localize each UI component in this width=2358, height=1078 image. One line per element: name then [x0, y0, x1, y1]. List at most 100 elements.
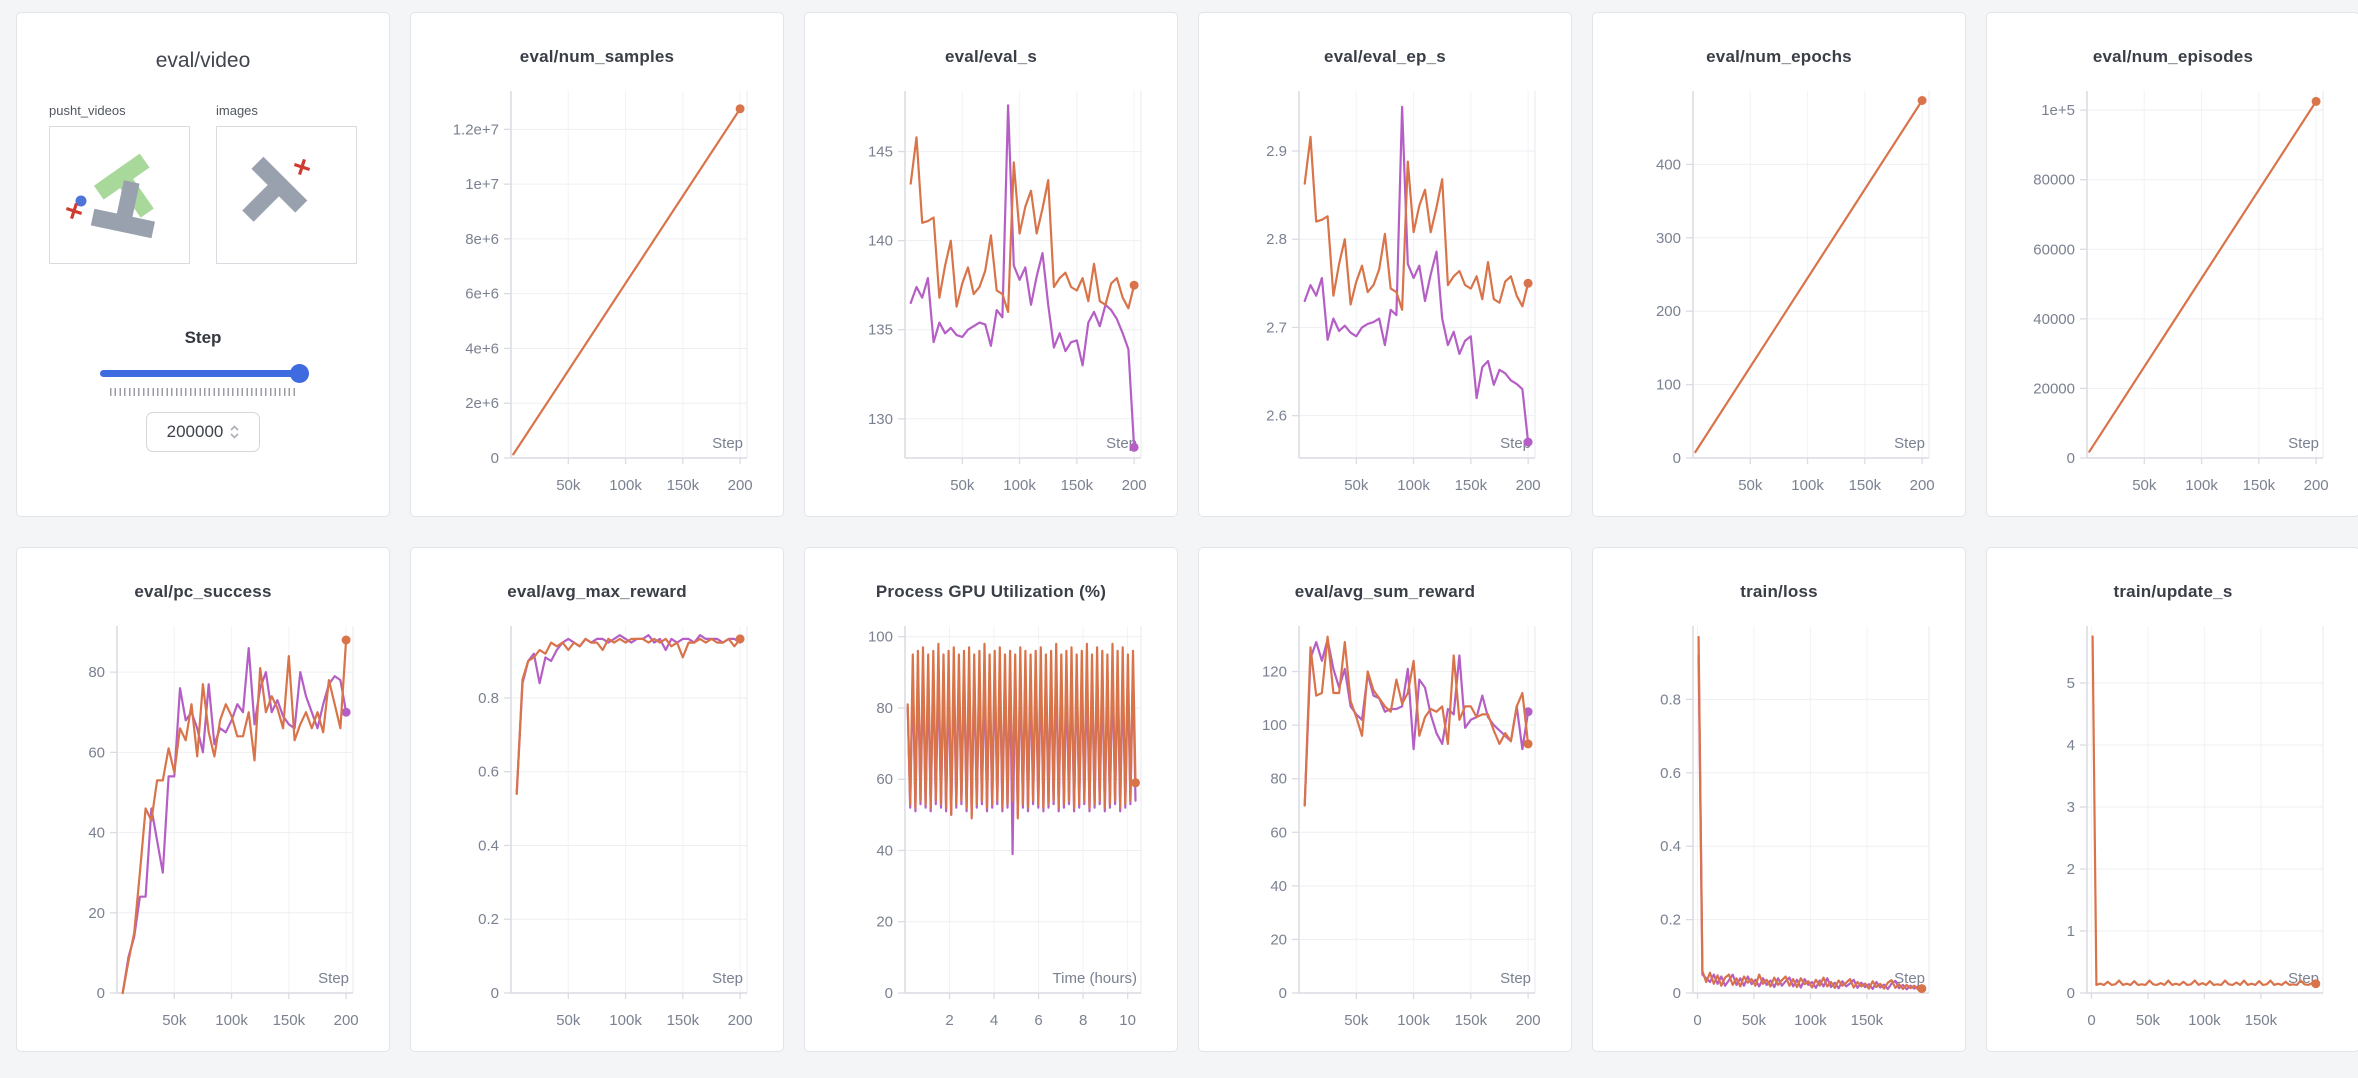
x-tick-label: 200: [334, 1012, 359, 1029]
y-tick-label: 0.2: [1660, 912, 1681, 929]
x-tick-label: 0: [2087, 1012, 2095, 1029]
x-axis-title: Step: [1894, 970, 1925, 987]
series-line-purple: [515, 634, 742, 795]
chevron-down-icon[interactable]: [230, 433, 239, 439]
y-tick-label: 0: [1279, 985, 1287, 1002]
panel-train-loss[interactable]: train/loss 0 50k 100k 150k 0 0.2 0.4 0.6 0.8 Step: [1592, 547, 1966, 1052]
panel-process-gpu-utilization-[interactable]: Process GPU Utilization (%) 2 4 6 8 10 0 20 40 60…: [804, 547, 1178, 1052]
panel-eval-avg-sum-reward[interactable]: eval/avg_sum_reward 50k 100k 150k 200 0 20 40 60…: [1198, 547, 1572, 1052]
x-tick-label: 100k: [609, 1012, 642, 1029]
y-tick-label: 2.8: [1266, 231, 1287, 248]
series-line-orange: [2088, 100, 2318, 453]
panel-eval-eval-s[interactable]: eval/eval_s 50k 100k 150k 200 130 135 140 145 Ste…: [804, 12, 1178, 517]
y-tick-label: 100: [1656, 377, 1681, 394]
y-tick-label: 1.2e+7: [453, 121, 499, 138]
chart-canvas[interactable]: 50k 100k 150k 200 0 20 40 60 80 100 120 Step: [1199, 608, 1571, 1043]
panel-eval-num-samples[interactable]: eval/num_samples 50k 100k 150k 200 0 2e+6 4e+6 6…: [410, 12, 784, 517]
x-tick-label: 6: [1034, 1012, 1042, 1029]
x-tick-label: 50k: [1344, 477, 1369, 494]
panel-title: eval/eval_s: [944, 47, 1037, 66]
y-tick-label: 300: [1656, 230, 1681, 247]
chart-canvas[interactable]: 50k 100k 150k 200 130 135 140 145 Step: [805, 73, 1177, 508]
y-tick-label: 0.6: [1660, 765, 1681, 782]
y-tick-label: 0: [2067, 985, 2075, 1002]
chart-canvas[interactable]: 50k 100k 150k 200 2.6 2.7 2.8 2.9 Step: [1199, 73, 1571, 508]
chart-canvas[interactable]: 0 50k 100k 150k 0 0.2 0.4 0.6 0.8 Step: [1593, 608, 1965, 1043]
x-tick-label: 200: [1516, 477, 1541, 494]
y-tick-label: 1: [2067, 923, 2075, 940]
y-tick-label: 0: [97, 985, 105, 1002]
series-line-orange: [515, 637, 742, 795]
panel-title: train/update_s: [2113, 582, 2233, 601]
x-tick-label: 100k: [1791, 477, 1824, 494]
y-tick-label: 1e+7: [465, 176, 499, 193]
series-endpoint-dot: [735, 104, 745, 114]
media-label: pusht_videos: [49, 103, 126, 118]
y-tick-label: 100: [1262, 717, 1287, 734]
y-tick-label: 2.6: [1266, 408, 1287, 425]
series-endpoint-dot: [1917, 96, 1927, 105]
series-line-purple: [1303, 105, 1530, 444]
chart-canvas[interactable]: 50k 100k 150k 200 0 0.2 0.4 0.6 0.8 Step: [411, 608, 783, 1043]
panel-title: eval/avg_max_reward: [507, 582, 687, 601]
video-thumbnail[interactable]: [49, 126, 190, 264]
chart-canvas[interactable]: 50k 100k 150k 200 0 100 200 300 400 Step: [1593, 73, 1965, 508]
series-line-purple: [909, 104, 1136, 449]
y-tick-label: 120: [1262, 664, 1287, 681]
series-endpoint-dot: [1523, 278, 1533, 288]
y-tick-label: 0: [885, 985, 893, 1002]
y-tick-label: 40000: [2033, 311, 2075, 328]
x-tick-label: 100k: [1003, 477, 1036, 494]
x-tick-label: 150k: [1851, 1012, 1884, 1029]
y-tick-label: 8e+6: [465, 231, 499, 248]
slider-track[interactable]: [100, 370, 306, 377]
x-axis-title: Step: [712, 435, 743, 452]
panel-eval-eval-ep-s[interactable]: eval/eval_ep_s 50k 100k 150k 200 2.6 2.7 2.8 2.9…: [1198, 12, 1572, 517]
x-tick-label: 150k: [1061, 477, 1094, 494]
y-tick-label: 80: [1270, 771, 1287, 788]
y-tick-label: 1e+5: [2041, 102, 2075, 119]
panel-title: eval/num_epochs: [1706, 47, 1852, 66]
series-line-orange: [121, 638, 348, 995]
panel-train-update-s[interactable]: train/update_s 0 50k 100k 150k 0 1 2 3 4 5 Step: [1986, 547, 2358, 1052]
panel-eval-video[interactable]: eval/video pusht_videos: [16, 12, 390, 517]
panel-eval-pc-success[interactable]: eval/pc_success 50k 100k 150k 200 0 20 40 60 80 St…: [16, 547, 390, 1052]
x-tick-label: 10: [1119, 1012, 1136, 1029]
y-tick-label: 20: [88, 905, 105, 922]
image-thumbnail[interactable]: [216, 126, 357, 264]
chevron-up-icon[interactable]: [230, 425, 239, 431]
x-tick-label: 50k: [556, 477, 581, 494]
chart-canvas[interactable]: 50k 100k 150k 200 0 20 40 60 80 Step: [17, 608, 389, 1043]
target-cross-icon: [293, 158, 311, 176]
y-tick-label: 0: [1673, 450, 1681, 467]
panel-title: Process GPU Utilization (%): [875, 582, 1107, 601]
slider-thumb[interactable]: [290, 364, 309, 383]
y-tick-label: 4e+6: [465, 340, 499, 357]
panel-eval-num-epochs[interactable]: eval/num_epochs 50k 100k 150k 200 0 100 200 300 4…: [1592, 12, 1966, 517]
x-tick-label: 100k: [1397, 477, 1430, 494]
panel-eval-avg-max-reward[interactable]: eval/avg_max_reward 50k 100k 150k 200 0 0.2 0.4…: [410, 547, 784, 1052]
chart-canvas[interactable]: 50k 100k 150k 200 0 2e+6 4e+6 6e+6 8e+6 1e+7 1.2e+…: [411, 73, 783, 508]
panel-eval-num-episodes[interactable]: eval/num_episodes 50k 100k 150k 200 0 20000 400…: [1986, 12, 2358, 517]
y-tick-label: 5: [2067, 675, 2075, 692]
x-tick-label: 200: [1910, 477, 1935, 494]
step-input[interactable]: 200000: [146, 412, 260, 452]
series-endpoint-dot: [1523, 437, 1533, 447]
step-slider[interactable]: [100, 364, 309, 384]
y-tick-label: 20000: [2033, 380, 2075, 397]
y-tick-label: 2.7: [1266, 319, 1287, 336]
series-endpoint-dot: [1129, 280, 1139, 290]
y-tick-label: 40: [1270, 878, 1287, 895]
series-endpoint-dot: [2311, 96, 2321, 106]
stepper-arrows[interactable]: [230, 425, 239, 439]
x-axis-title: Step: [2288, 435, 2319, 452]
series-line-orange: [909, 136, 1136, 313]
panel-title: eval/num_samples: [519, 47, 675, 66]
y-tick-label: 0: [491, 450, 499, 467]
chart-canvas[interactable]: 50k 100k 150k 200 0 20000 40000 60000 80000 1e+5 S…: [1987, 73, 2358, 508]
y-tick-label: 60: [876, 771, 893, 788]
y-tick-label: 0.2: [478, 911, 499, 928]
y-tick-label: 20: [1270, 931, 1287, 948]
